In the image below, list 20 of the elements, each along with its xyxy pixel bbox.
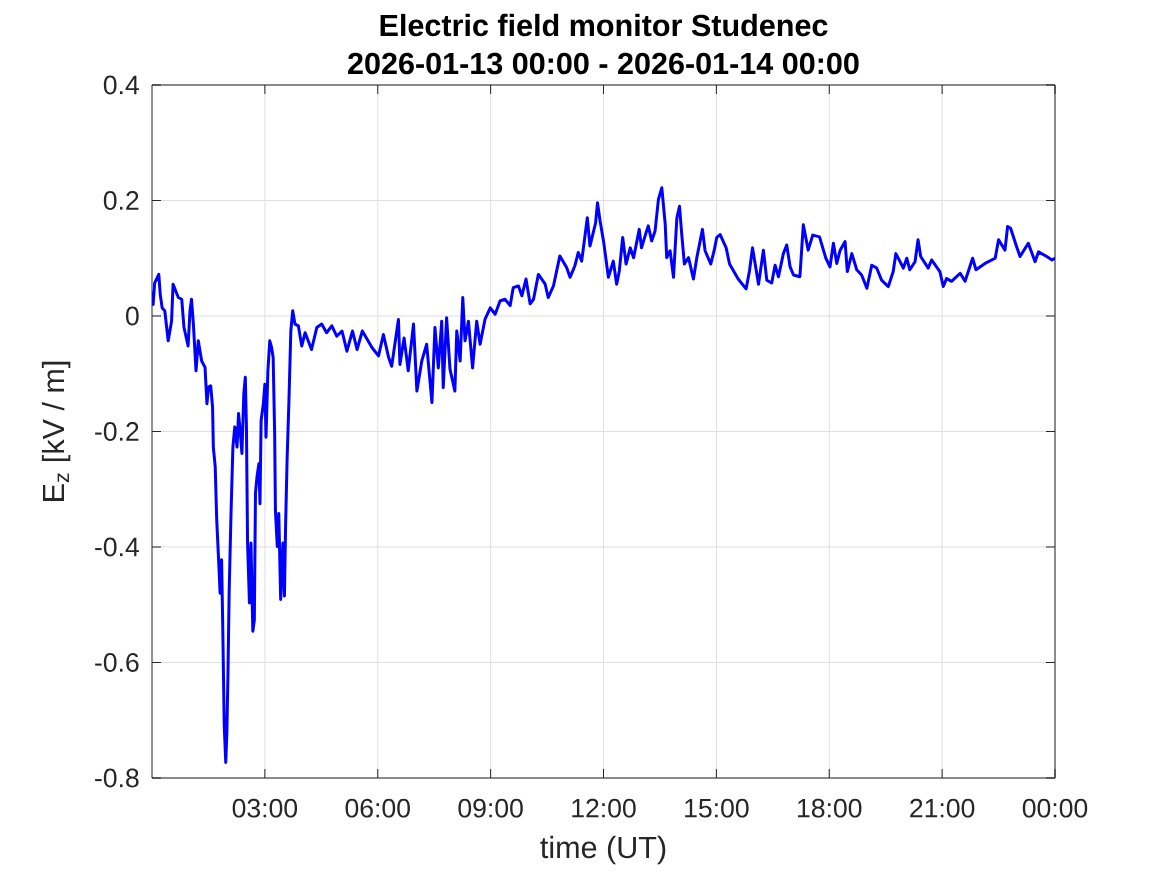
x-tick-label: 09:00 <box>458 798 523 818</box>
x-axis-title: time (UT) <box>540 835 666 865</box>
chart-title: Electric field monitor Studenec <box>380 13 828 37</box>
y-tick-label: 0.4 <box>103 75 139 95</box>
y-tick-label: 0.2 <box>103 191 139 210</box>
x-tick-label: 21:00 <box>910 798 975 818</box>
y-tick-label: -0.4 <box>95 537 139 557</box>
x-tick-label: 12:00 <box>572 798 636 818</box>
line-series <box>152 186 1056 764</box>
x-tick-label: 18:00 <box>798 798 862 818</box>
x-tick-label: 15:00 <box>685 798 749 818</box>
chart-subtitle: 2026-01-13 00:00 - 2026-01-14 00:00 <box>348 52 859 75</box>
y-tick-label: -0.2 <box>95 422 139 441</box>
y-axis-title: E$_{z}$ [kV / m] <box>41 361 71 501</box>
x-tick-label: 06:00 <box>345 798 410 818</box>
y-tick-label: 0 <box>126 306 139 326</box>
y-tick-label: -0.6 <box>95 653 139 672</box>
x-tick-label: 00:00 <box>1022 798 1088 818</box>
y-tick-label: -0.8 <box>95 768 139 788</box>
x-tick-label: 03:00 <box>232 798 298 818</box>
